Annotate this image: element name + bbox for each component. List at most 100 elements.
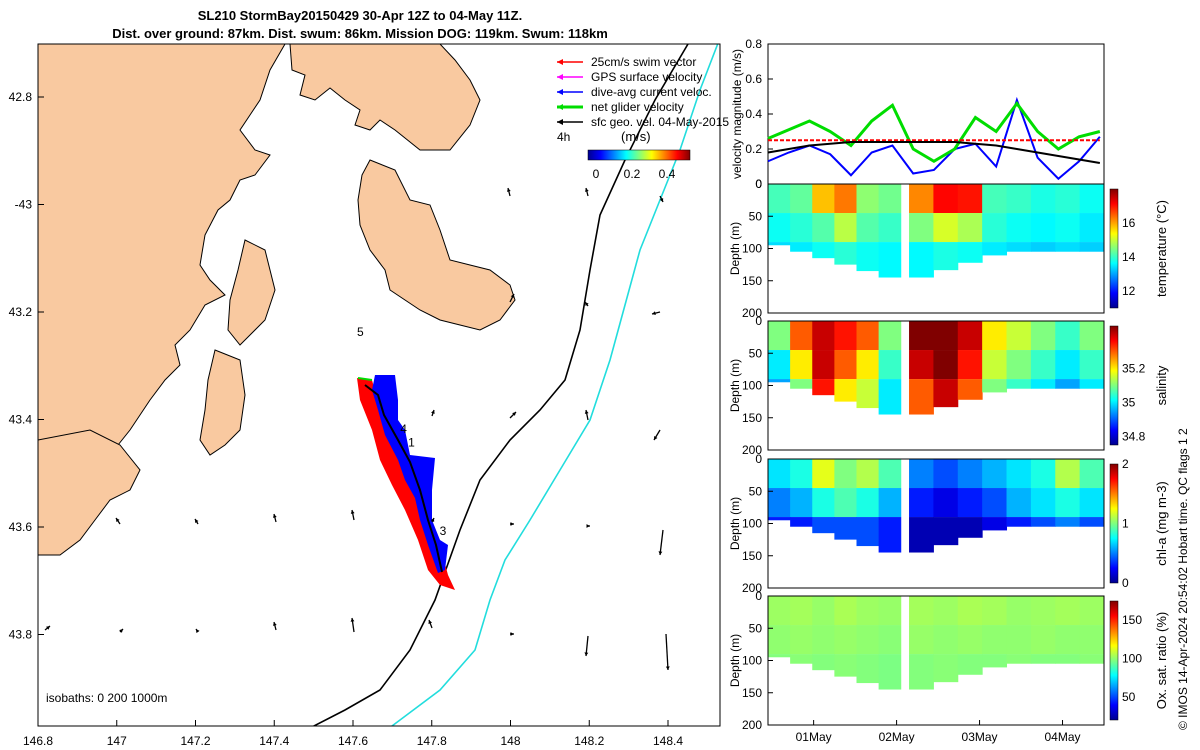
profile-cell xyxy=(1006,350,1032,380)
profile-cell xyxy=(768,321,791,351)
profile-cell xyxy=(909,459,934,489)
current-arrow-head xyxy=(665,666,670,670)
profile-cell xyxy=(878,350,902,380)
map-xtick-label: 148.2 xyxy=(574,734,604,748)
profile-cell xyxy=(982,596,1008,626)
velocity-series-line xyxy=(767,141,1101,164)
current-arrow-head xyxy=(584,188,589,192)
profile-cell xyxy=(812,517,835,534)
profile-cell xyxy=(1030,654,1056,664)
profile-cell xyxy=(834,517,857,540)
map-xtick-label: 147.4 xyxy=(259,734,289,748)
profile-cell xyxy=(790,517,813,527)
profile-cell xyxy=(909,321,934,351)
profile-cell xyxy=(1055,242,1081,252)
current-arrow-head xyxy=(585,302,589,306)
profile-cell xyxy=(1055,459,1081,489)
profile-cell xyxy=(878,242,902,278)
profile-cell xyxy=(768,184,791,214)
profile-cell xyxy=(933,517,959,546)
land-mainland-north xyxy=(38,44,521,151)
legend-label: GPS surface velocity xyxy=(591,70,702,84)
velocity-axes xyxy=(767,43,1105,185)
profile-cell xyxy=(909,350,934,380)
colorbar-tick-label: 1 xyxy=(1122,517,1129,531)
profile-cell xyxy=(878,379,902,415)
profile-ytick-label: 150 xyxy=(742,274,762,288)
profile-xtick-label: 02May xyxy=(879,730,915,744)
profile-cell xyxy=(1006,596,1032,626)
colorbar-tick-label: 150 xyxy=(1122,613,1142,627)
current-arrow-head xyxy=(659,198,664,202)
profile-cell xyxy=(856,321,880,351)
current-arrow-head xyxy=(195,519,199,523)
profile-cell xyxy=(856,625,880,655)
profile-cell xyxy=(933,488,959,518)
profile-cell xyxy=(933,625,959,655)
profile-cell xyxy=(933,242,959,271)
profile-ytick-label: 150 xyxy=(742,411,762,425)
legend-swatch-head xyxy=(557,104,563,110)
current-arrow-head xyxy=(658,551,663,555)
profile-cell xyxy=(933,459,959,489)
current-arrow-head xyxy=(654,436,658,440)
colorbar-tick-label: 12 xyxy=(1122,284,1136,298)
profile-cell xyxy=(933,213,959,243)
profile-cell xyxy=(982,517,1008,531)
profile-cell xyxy=(768,242,791,246)
profile-cell xyxy=(834,350,857,380)
colorbar-tick-label: 35.2 xyxy=(1122,362,1146,376)
surface-current-arrows xyxy=(44,187,670,671)
profile-cell xyxy=(790,459,813,489)
profile-cell xyxy=(790,654,813,664)
profile-cell xyxy=(957,596,983,626)
map-waypoints: 1 3 4 5 xyxy=(357,325,447,538)
profile-cell xyxy=(1006,488,1032,518)
profile-cell xyxy=(878,321,902,351)
profile-cell xyxy=(790,625,813,655)
profile-cell xyxy=(812,654,835,671)
land-interior xyxy=(38,429,141,556)
profile-cell xyxy=(957,654,983,675)
profile-cell xyxy=(1055,213,1081,243)
colorbar-label: chl-a (mg m-3) xyxy=(1154,481,1169,566)
profile-cell xyxy=(878,488,902,518)
profile-cell xyxy=(1055,596,1081,626)
profile-cell xyxy=(812,596,835,626)
profile-cell xyxy=(909,596,934,626)
profile-cell xyxy=(834,625,857,655)
profile-cell xyxy=(982,242,1008,256)
map-xtick-label: 148.4 xyxy=(653,734,683,748)
profile-cell xyxy=(878,654,902,690)
glider-track-black xyxy=(364,384,443,573)
profile-cell xyxy=(1006,625,1032,655)
profile-cell xyxy=(790,379,813,389)
map-xtick-label: 148 xyxy=(500,734,520,748)
map-axis-ticks: 146.8 147 147.2 147.4 147.6 147.8 148 148.2 148.… xyxy=(9,90,684,748)
profile-cell xyxy=(856,184,880,214)
profile-cell xyxy=(957,213,983,243)
profile-cell xyxy=(1006,459,1032,489)
profile-cell xyxy=(856,459,880,489)
map-ytick-label: 43.4 xyxy=(9,413,33,427)
profile-ytick-label: 50 xyxy=(749,209,763,223)
profile-cell xyxy=(834,379,857,402)
profile-cell xyxy=(790,488,813,518)
glider-track-green xyxy=(357,377,373,381)
profile-cell xyxy=(1055,184,1081,214)
legend-speed-unit: (m/s) xyxy=(621,129,651,144)
profile-cell xyxy=(1079,184,1105,214)
profile-colorbar xyxy=(1109,188,1119,309)
profile-cell xyxy=(957,242,983,263)
profile-ytick-label: 150 xyxy=(742,686,762,700)
profile-cell xyxy=(812,184,835,214)
glider-track-blue-current xyxy=(372,375,448,573)
profile-cell xyxy=(1006,321,1032,351)
profile-cell xyxy=(768,625,791,655)
current-arrow-head xyxy=(510,522,514,526)
profile-cell xyxy=(957,321,983,351)
profile-cell xyxy=(856,654,880,684)
profile-cell xyxy=(768,654,791,658)
profile-ylabel: Depth (m) xyxy=(728,634,742,687)
